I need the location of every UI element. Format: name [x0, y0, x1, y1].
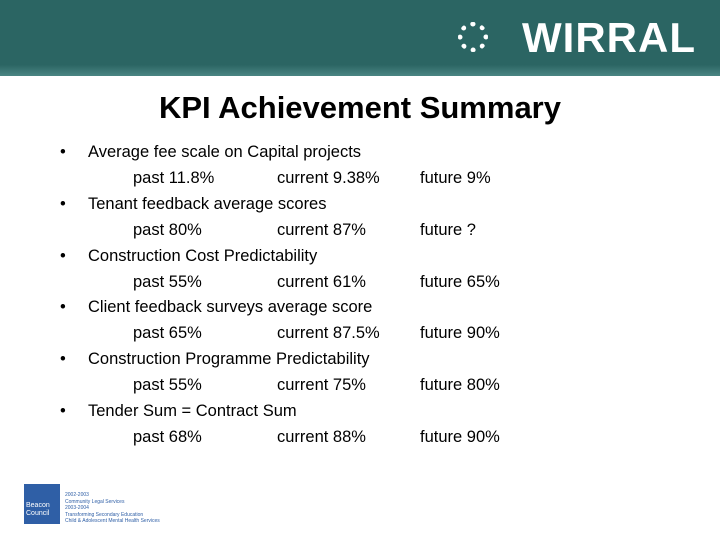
- item-heading: Tenant feedback average scores: [88, 194, 327, 213]
- item-heading: Average fee scale on Capital projects: [88, 143, 362, 161]
- item-heading: Client feedback surveys average score: [88, 298, 373, 317]
- past-value: past 80%: [133, 220, 202, 239]
- logo-mark: [458, 22, 488, 52]
- badge: Beacon Council: [24, 484, 60, 524]
- current-value: current 75%: [277, 376, 366, 395]
- item-heading: Construction Programme Predictability: [88, 350, 370, 369]
- current-value: current 88%: [277, 428, 366, 446]
- header-band: [0, 0, 720, 76]
- past-value: past 11.8%: [133, 169, 215, 187]
- bullet: •: [60, 246, 66, 265]
- future-value: future 9%: [420, 169, 491, 187]
- bullet: •: [60, 194, 66, 213]
- future-value: future 65%: [420, 272, 500, 291]
- current-value: current 87%: [277, 220, 366, 239]
- bullet: •: [60, 143, 66, 161]
- current-value: current 61%: [277, 272, 366, 291]
- past-value: past 55%: [133, 272, 202, 291]
- logo: WIRRAL: [522, 14, 696, 61]
- footer-line: Community Legal Services: [65, 498, 125, 505]
- bullet: •: [60, 298, 66, 317]
- past-value: past 68%: [133, 428, 202, 446]
- current-value: current 87.5%: [277, 324, 380, 343]
- footer-line: Transforming Secondary Education: [65, 511, 144, 518]
- future-value: future 90%: [420, 428, 500, 446]
- title: KPI Achievement Summary: [158, 90, 561, 125]
- footer-line: 2002-2003: [65, 492, 89, 498]
- future-value: future ?: [420, 220, 476, 239]
- item-heading: Construction Cost Predictability: [88, 246, 318, 265]
- past-value: past 65%: [133, 324, 202, 343]
- current-value: current 9.38%: [277, 169, 380, 187]
- item-heading: Tender Sum = Contract Sum: [88, 402, 297, 420]
- bullet: •: [60, 350, 66, 369]
- footer-line: 2003-2004: [65, 505, 89, 511]
- bullet: •: [60, 402, 66, 420]
- future-value: future 90%: [420, 324, 500, 343]
- future-value: future 80%: [420, 376, 500, 395]
- footer-line: Child & Adolescent Mental Health Service…: [65, 518, 160, 524]
- past-value: past 55%: [133, 376, 202, 395]
